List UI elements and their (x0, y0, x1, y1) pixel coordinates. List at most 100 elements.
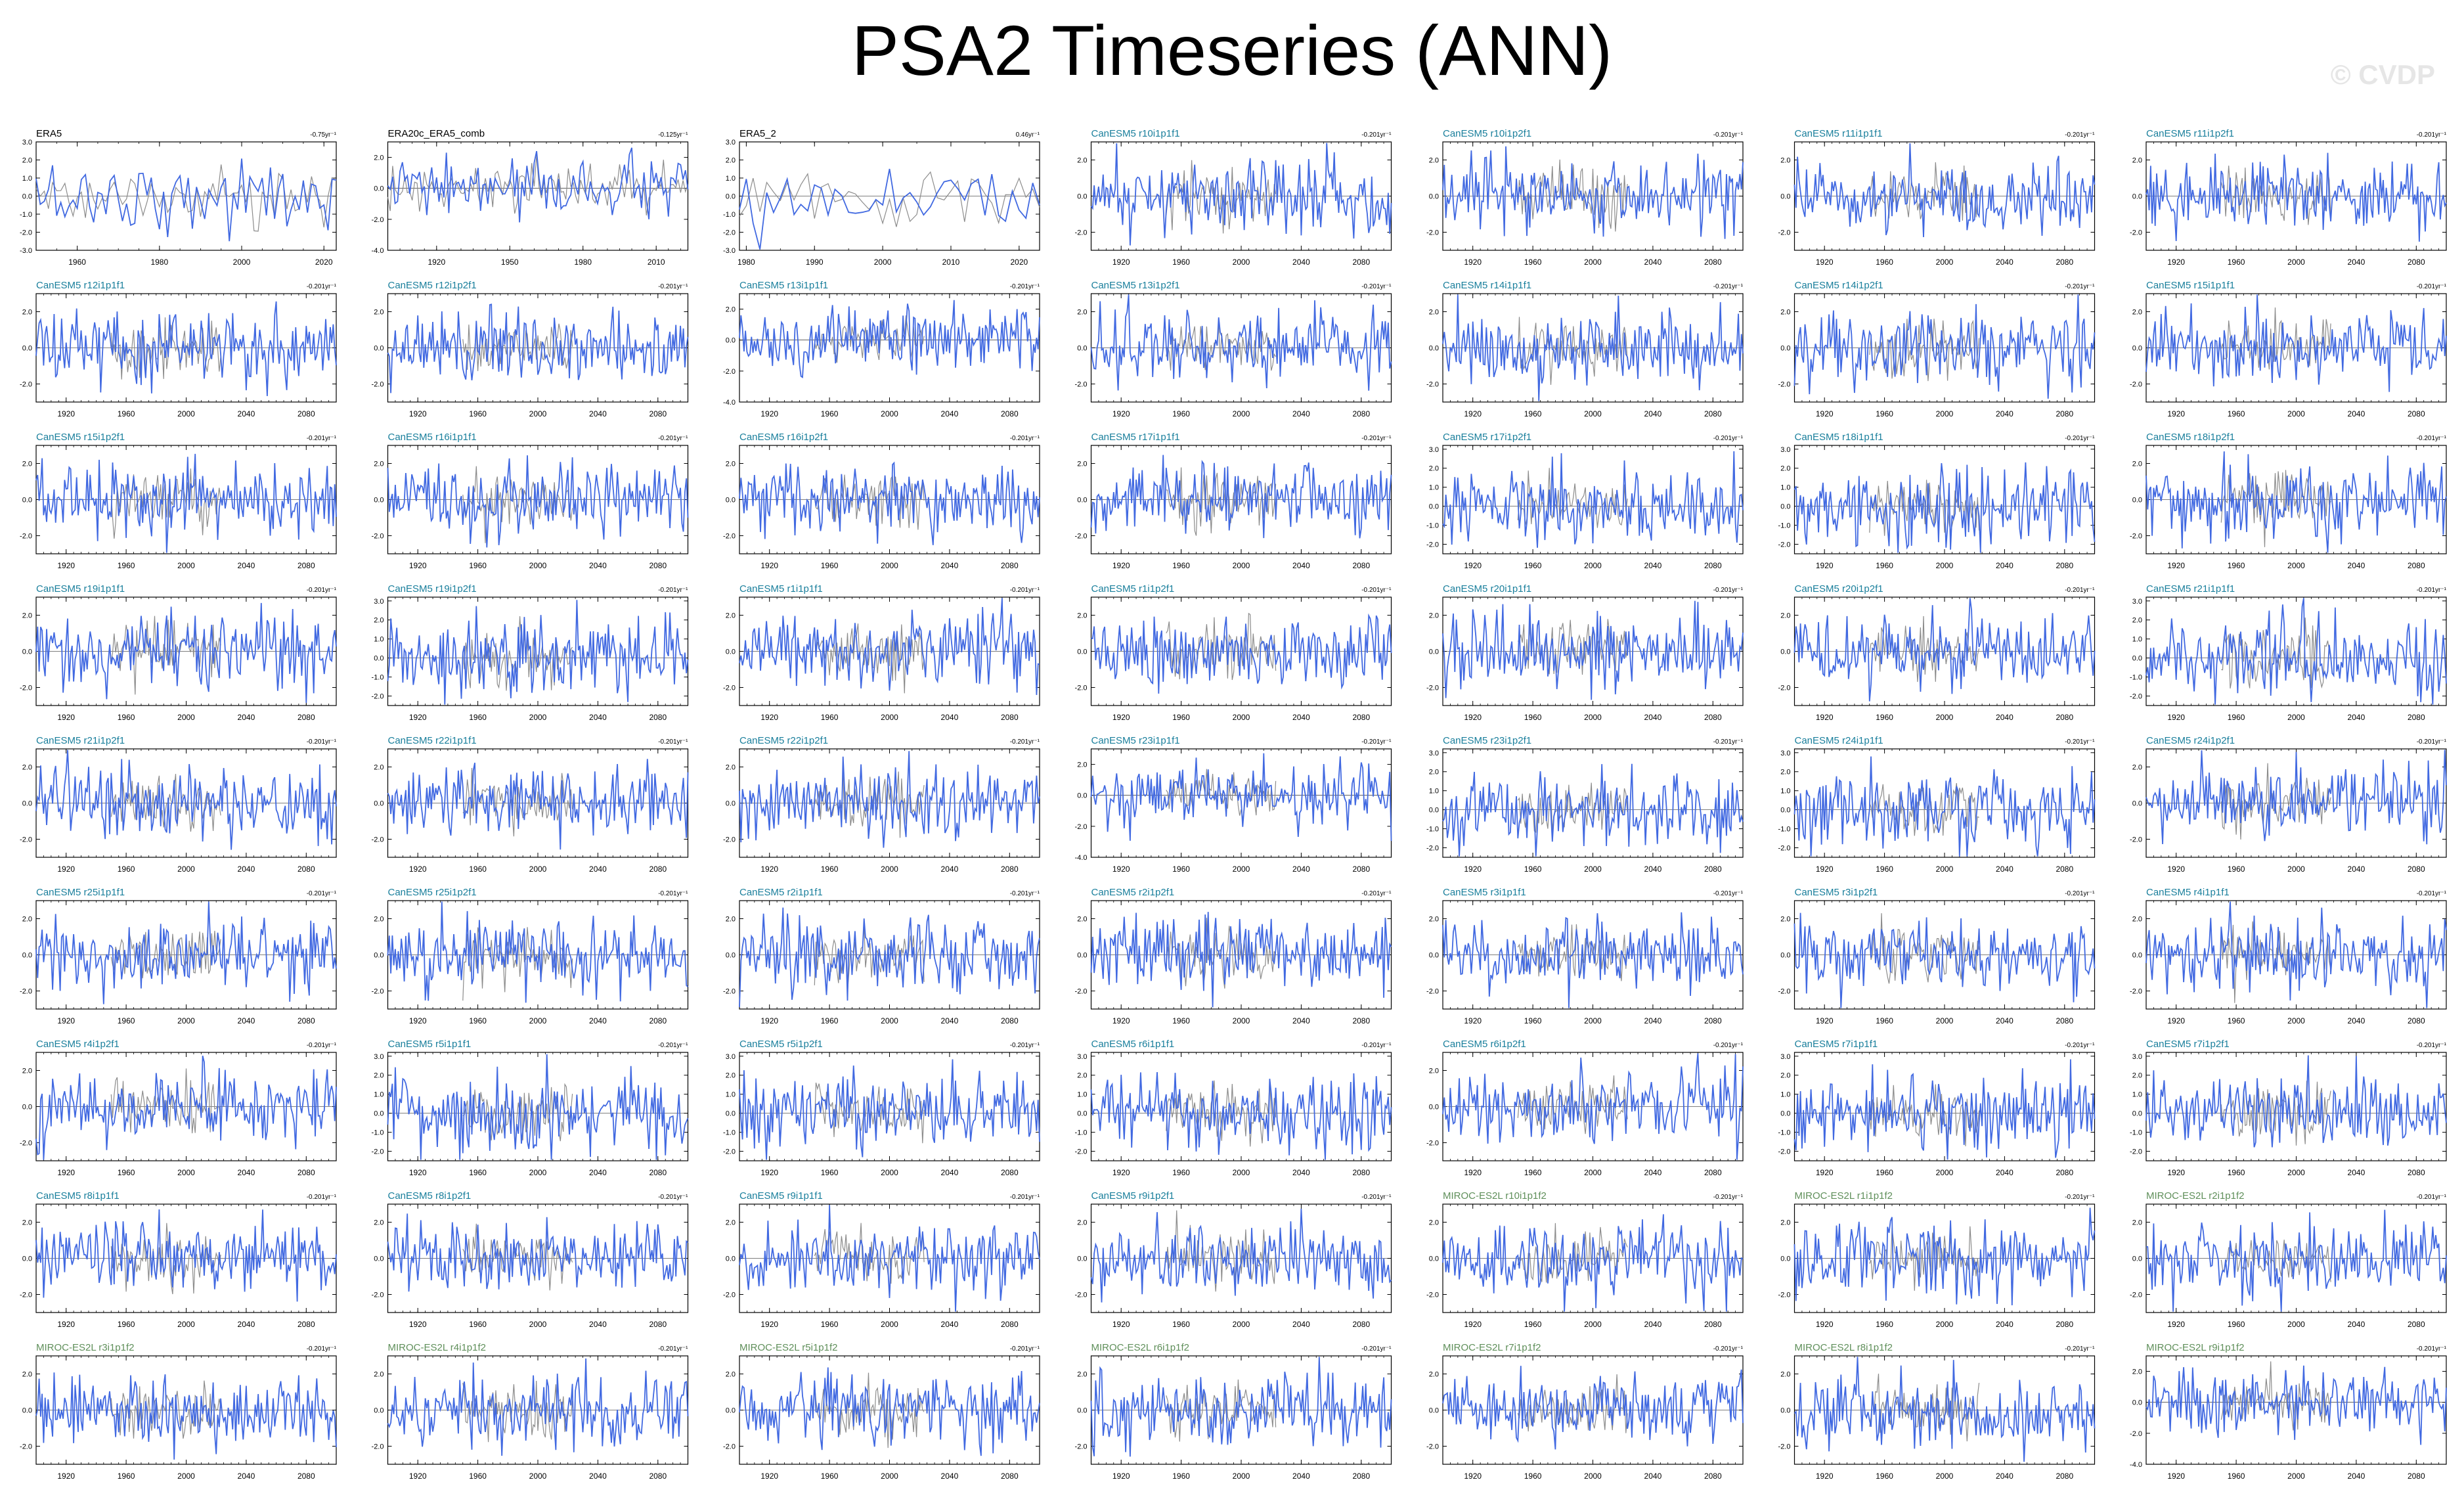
y-tick-label: -2.0 (1075, 823, 1088, 831)
panel-trend: -0.201yr⁻¹ (1010, 890, 1040, 897)
y-tick-label: 2.0 (1429, 157, 1439, 165)
x-tick-label: 2000 (2287, 865, 2305, 874)
x-tick-label: 2000 (881, 1016, 898, 1025)
y-tick-label: -1.0 (2130, 674, 2142, 682)
panel-title: CanESM5 r5i1p2f1 (739, 1039, 823, 1050)
y-tick-label: 2.0 (22, 1067, 32, 1075)
x-tick-label: 2000 (177, 713, 195, 722)
y-tick-label: 0.0 (374, 655, 384, 663)
panel-title: CanESM5 r15i1p2f1 (36, 432, 125, 443)
panel-trend: -0.201yr⁻¹ (1713, 890, 1744, 897)
x-tick-label: 2040 (1996, 1016, 2013, 1025)
panel: CanESM5 r14i1p2f1 -0.201yr⁻¹ 2.0 0.0 -2.0 192… (1778, 280, 2096, 418)
x-tick-label: 1960 (1524, 561, 1542, 570)
panel-trend: 0.46yr⁻¹ (1016, 131, 1040, 139)
y-tick-label: 2.0 (1780, 916, 1790, 924)
x-tick-label: 1920 (1112, 1016, 1130, 1025)
panel: CanESM5 r12i1p2f1 -0.201yr⁻¹ 2.0 0.0 -2.0 192… (372, 280, 689, 418)
member-series (35, 158, 337, 242)
x-tick-label: 2040 (1996, 561, 2013, 570)
y-tick-label: -2.0 (1075, 229, 1088, 237)
x-tick-label: 1960 (2228, 409, 2245, 418)
panel: CanESM5 r15i1p1f1 -0.201yr⁻¹ 2.0 0.0 -2.0 192… (2130, 280, 2447, 418)
panel: CanESM5 r5i1p1f1 -0.201yr⁻¹ 3.0 2.0 1.0 0.0 -1… (372, 1039, 689, 1177)
x-tick-label: 2040 (1996, 409, 2013, 418)
panel-title: CanESM5 r3i1p1f1 (1443, 887, 1526, 898)
x-tick-label: 1920 (2167, 1016, 2185, 1025)
y-tick-label: 3.0 (1429, 446, 1439, 454)
x-tick-label: 2000 (529, 1168, 547, 1177)
x-tick-label: 1960 (2228, 258, 2245, 267)
reference-series (814, 771, 925, 838)
x-tick-label: 1960 (118, 1016, 135, 1025)
y-tick-label: -2.0 (372, 836, 384, 844)
y-tick-label: 0.0 (374, 497, 384, 505)
panel-title: CanESM5 r24i1p1f1 (1795, 735, 1883, 746)
x-tick-label: 2040 (1644, 713, 1662, 722)
x-tick-label: 1920 (2167, 258, 2185, 267)
panel: CanESM5 r10i1p2f1 -0.201yr⁻¹ 2.0 0.0 -2.0 192… (1426, 128, 1744, 267)
panel-trend: -0.201yr⁻¹ (307, 738, 337, 746)
panel-trend: -0.201yr⁻¹ (1713, 435, 1744, 442)
y-tick-label: -2.0 (723, 685, 736, 692)
y-tick-label: 0.0 (374, 1110, 384, 1118)
member-series (35, 750, 337, 850)
x-tick-label: 1960 (469, 713, 487, 722)
y-tick-label: 2.0 (1429, 465, 1439, 473)
y-tick-label: 2.0 (726, 612, 736, 620)
y-tick-label: 0.0 (374, 345, 384, 353)
member-series (1793, 756, 2096, 857)
x-tick-label: 2000 (1233, 865, 1250, 874)
x-tick-label: 2040 (1644, 865, 1662, 874)
x-tick-label: 2080 (297, 561, 315, 570)
x-tick-label: 1960 (118, 713, 135, 722)
x-tick-label: 2040 (941, 1016, 959, 1025)
x-tick-label: 2080 (2408, 409, 2425, 418)
x-tick-label: 2080 (2056, 258, 2073, 267)
panel: CanESM5 r22i1p2f1 -0.201yr⁻¹ 2.0 0.0 -2.0 192… (723, 735, 1040, 874)
x-tick-label: 1920 (1112, 865, 1130, 874)
y-tick-label: 1.0 (374, 636, 384, 644)
x-tick-label: 1960 (821, 1016, 839, 1025)
panel: CanESM5 r24i1p1f1 -0.201yr⁻¹ 3.0 2.0 1.0 0.0 -… (1778, 735, 2096, 874)
plot-frame (387, 596, 689, 706)
x-tick-label: 1920 (1816, 865, 1834, 874)
x-tick-label: 1960 (1524, 258, 1542, 267)
y-tick-label: 2.0 (1077, 309, 1087, 317)
x-tick-label: 2000 (1584, 865, 1602, 874)
y-tick-label: 2.0 (726, 460, 736, 468)
x-tick-label: 2000 (2287, 409, 2305, 418)
x-tick-label: 1920 (1816, 258, 1834, 267)
x-tick-label: 2000 (881, 409, 898, 418)
member-series (387, 1054, 689, 1160)
panel-title: ERA5_2 (739, 128, 776, 139)
x-tick-label: 1920 (2167, 409, 2185, 418)
x-tick-label: 1920 (1816, 1016, 1834, 1025)
panel: CanESM5 r5i1p2f1 -0.201yr⁻¹ 3.0 2.0 1.0 0.0 -1… (723, 1039, 1040, 1177)
x-tick-label: 2000 (1584, 258, 1602, 267)
panel-trend: -0.201yr⁻¹ (1010, 1042, 1040, 1049)
x-tick-label: 2000 (881, 561, 898, 570)
panel-trend: -0.201yr⁻¹ (1361, 283, 1392, 290)
y-tick-label: 2.0 (2132, 764, 2142, 772)
panel: CanESM5 r10i1p1f1 -0.201yr⁻¹ 2.0 0.0 -2.0 192… (1075, 128, 1392, 267)
reference-series (1166, 467, 1277, 536)
y-tick-label: 0.0 (1077, 792, 1087, 800)
y-tick-label: 2.0 (726, 306, 736, 314)
x-tick-label: 1990 (806, 258, 824, 267)
y-tick-label: 1.0 (1429, 788, 1439, 796)
y-tick-label: -4.0 (723, 399, 736, 407)
panel: CanESM5 r3i1p1f1 -0.201yr⁻¹ 2.0 0.0 -2.0 1920… (1426, 887, 1744, 1025)
panel: CanESM5 r3i1p2f1 -0.201yr⁻¹ 2.0 0.0 -2.0 1920… (1778, 887, 2096, 1025)
panel-trend: -0.201yr⁻¹ (2417, 738, 2447, 746)
member-series (739, 300, 1040, 378)
x-tick-label: 2040 (941, 409, 959, 418)
x-tick-label: 2000 (1936, 561, 1954, 570)
y-tick-label: 2.0 (1780, 309, 1790, 317)
x-tick-label: 2000 (1233, 409, 1250, 418)
x-tick-label: 1920 (760, 1016, 778, 1025)
panel: CanESM5 r18i1p1f1 -0.201yr⁻¹ 3.0 2.0 1.0 0.0 -… (1778, 432, 2096, 570)
x-tick-label: 1920 (1816, 561, 1834, 570)
x-tick-label: 2040 (589, 1168, 607, 1177)
